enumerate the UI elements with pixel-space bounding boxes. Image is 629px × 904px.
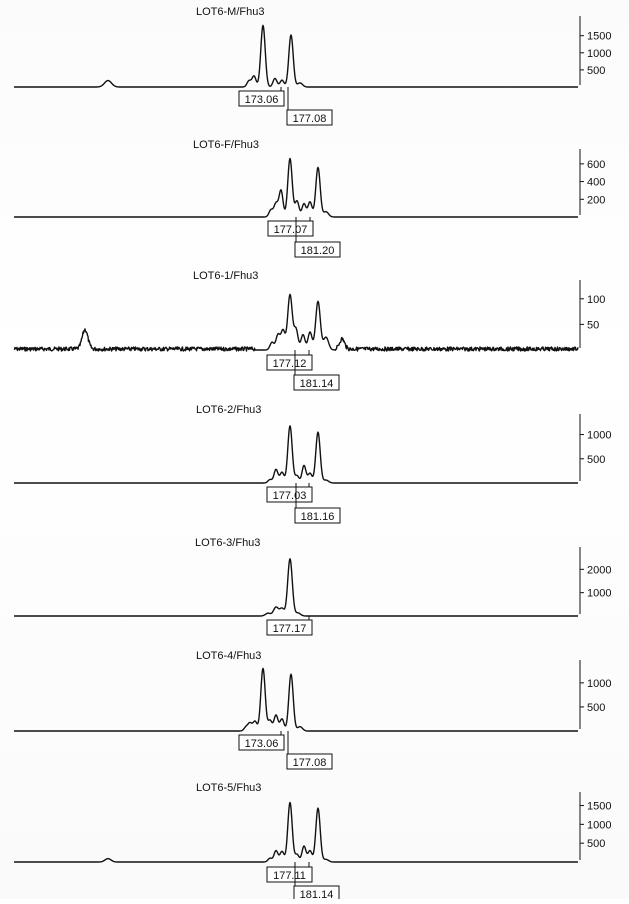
allele-label-box — [266, 486, 313, 503]
panel-title: LOT6-M/Fhu3 — [196, 6, 264, 18]
y-tick-label: 1000 — [587, 819, 611, 831]
trace-line — [13, 293, 579, 352]
panel-title: LOT6-2/Fhu3 — [196, 404, 261, 416]
allele-label: 173.06 — [245, 94, 279, 106]
allele-label: 177.03 — [273, 490, 307, 502]
allele-label-box — [267, 220, 314, 237]
allele-label: 181.16 — [301, 511, 335, 523]
allele-label: 177.08 — [293, 757, 327, 769]
y-tick-label: 500 — [587, 702, 605, 714]
allele-label-box — [238, 90, 285, 107]
allele-label-box — [266, 619, 313, 636]
allele-label: 181.20 — [301, 245, 335, 257]
y-tick-label: 500 — [587, 838, 605, 850]
y-tick-label: 1000 — [587, 48, 611, 60]
trace-line — [13, 24, 579, 88]
allele-label: 177.17 — [273, 623, 307, 635]
panel-title: LOT6-4/Fhu3 — [196, 650, 261, 662]
y-tick-label: 500 — [587, 454, 605, 466]
allele-label-box — [294, 241, 341, 258]
allele-label: 177.07 — [274, 224, 308, 236]
allele-label: 173.06 — [245, 738, 279, 750]
y-tick-label: 50 — [587, 319, 599, 331]
trace-line — [13, 157, 579, 218]
allele-label-box — [294, 507, 341, 524]
y-tick-label: 1000 — [587, 588, 611, 600]
panel-title: LOT6-3/Fhu3 — [195, 537, 260, 549]
y-tick-label: 500 — [587, 65, 605, 77]
y-tick-label: 1000 — [587, 678, 611, 690]
allele-label: 177.12 — [273, 358, 307, 370]
y-tick-label: 400 — [587, 177, 605, 189]
y-tick-label: 1500 — [587, 801, 611, 813]
allele-label: 181.14 — [300, 889, 334, 899]
trace-line — [13, 425, 579, 484]
allele-label-box — [286, 753, 333, 770]
allele-label-box — [266, 354, 313, 371]
trace-line — [13, 558, 579, 617]
panel-title: LOT6-1/Fhu3 — [193, 270, 258, 282]
allele-label: 181.14 — [300, 378, 334, 390]
y-tick-label: 1500 — [587, 31, 611, 43]
y-tick-label: 200 — [587, 194, 605, 206]
trace-line — [13, 801, 579, 863]
y-tick-label: 1000 — [587, 430, 611, 442]
panel-title: LOT6-F/Fhu3 — [193, 139, 259, 151]
allele-label: 177.11 — [273, 870, 306, 882]
panel-title: LOT6-5/Fhu3 — [196, 782, 261, 794]
allele-label: 177.08 — [293, 113, 327, 125]
y-tick-label: 2000 — [587, 564, 611, 576]
y-tick-label: 600 — [587, 159, 605, 171]
allele-label-box — [293, 374, 340, 391]
y-tick-label: 100 — [587, 294, 605, 306]
allele-label-box — [238, 734, 285, 751]
allele-label-box — [286, 109, 333, 126]
trace-line — [13, 667, 579, 732]
allele-label-box — [266, 866, 313, 883]
